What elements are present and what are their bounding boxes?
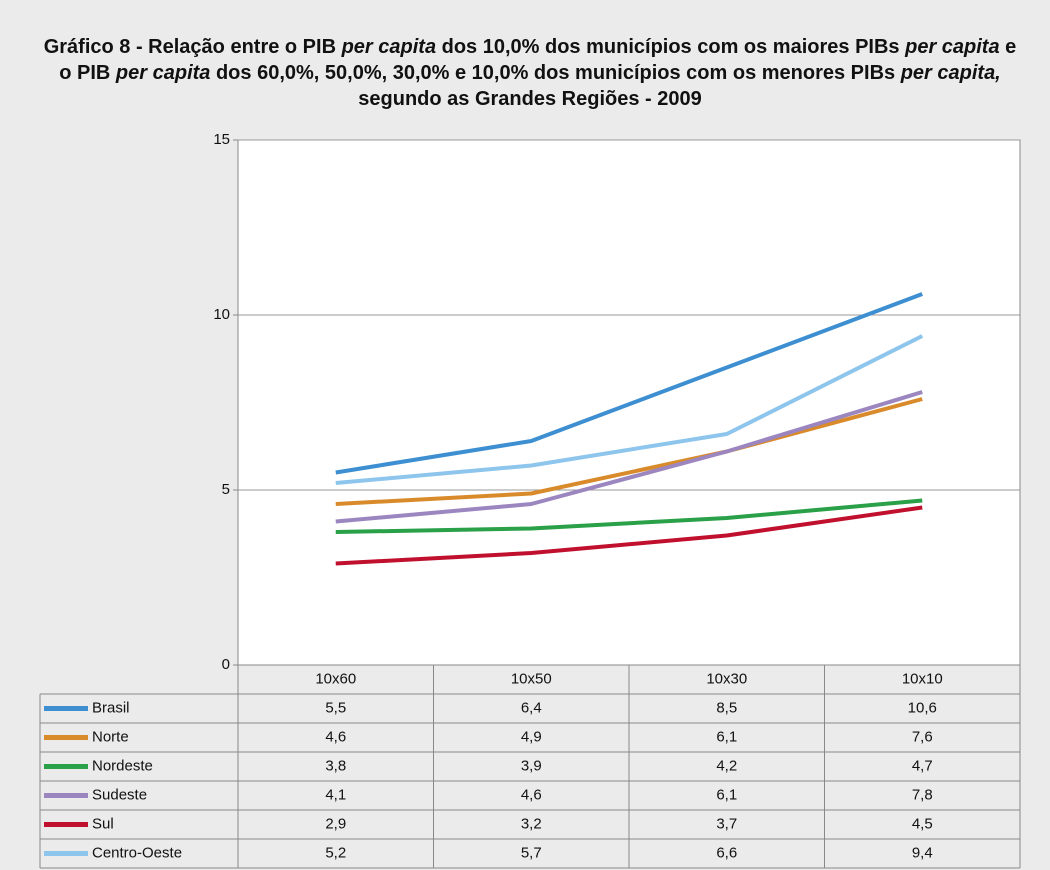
table-value: 4,9: [521, 728, 542, 745]
x-tick-label: 10x60: [315, 670, 356, 687]
title-part: Gráfico 8 - Relação entre o PIB: [43, 36, 342, 58]
table-value: 9,4: [912, 844, 933, 861]
table-value: 4,6: [521, 786, 542, 803]
series-line: [335, 292, 923, 475]
chart-title: Gráfico 8 - Relação entre o PIB per capi…: [40, 34, 1020, 112]
table-value: 10,6: [908, 699, 937, 716]
table-value: 7,6: [912, 728, 933, 745]
legend-label: Brasil: [92, 699, 130, 716]
table-value: 3,9: [521, 757, 542, 774]
title-part: per capita,: [900, 62, 1001, 84]
table-value: 6,1: [716, 786, 737, 803]
x-tick-label: 10x30: [706, 670, 747, 687]
title-part: per capita: [115, 62, 211, 84]
legend-label: Centro-Oeste: [92, 844, 182, 861]
table-value: 7,8: [912, 786, 933, 803]
table-value: 8,5: [716, 699, 737, 716]
legend-label: Nordeste: [92, 757, 153, 774]
y-tick-label: 10: [213, 306, 230, 323]
table-value: 4,5: [912, 815, 933, 832]
table-value: 5,5: [325, 699, 346, 716]
table-value: 4,6: [325, 728, 346, 745]
series-line: [335, 397, 923, 506]
table-value: 6,1: [716, 728, 737, 745]
legend-label: Sudeste: [92, 786, 147, 803]
x-tick-label: 10x10: [902, 670, 943, 687]
legend-label: Norte: [92, 728, 129, 745]
title-part: segundo as Grandes Regiões - 2009: [358, 88, 702, 110]
table-value: 5,2: [325, 844, 346, 861]
table-value: 4,1: [325, 786, 346, 803]
title-part: dos 10,0% dos municípios com os maiores …: [436, 36, 906, 58]
x-tick-label: 10x50: [511, 670, 552, 687]
table-value: 6,6: [716, 844, 737, 861]
table-value: 3,2: [521, 815, 542, 832]
table-value: 4,2: [716, 757, 737, 774]
legend-label: Sul: [92, 815, 114, 832]
y-tick-label: 15: [213, 131, 230, 148]
y-tick-label: 0: [222, 656, 230, 673]
title-part: dos 60,0%, 50,0%, 30,0% e 10,0% dos muni…: [210, 62, 901, 84]
table-value: 2,9: [325, 815, 346, 832]
title-part: per capita: [905, 36, 1000, 58]
table-value: 3,7: [716, 815, 737, 832]
title-part: per capita: [341, 36, 437, 58]
y-tick-label: 5: [222, 481, 230, 498]
series-line: [335, 334, 924, 485]
series-line: [335, 390, 923, 524]
title-part: e o PIB: [59, 36, 1017, 84]
table-value: 4,7: [912, 757, 933, 774]
table-value: 6,4: [521, 699, 542, 716]
series-line: [335, 505, 923, 566]
table-value: 5,7: [521, 844, 542, 861]
series-line: [335, 498, 923, 534]
table-value: 3,8: [325, 757, 346, 774]
